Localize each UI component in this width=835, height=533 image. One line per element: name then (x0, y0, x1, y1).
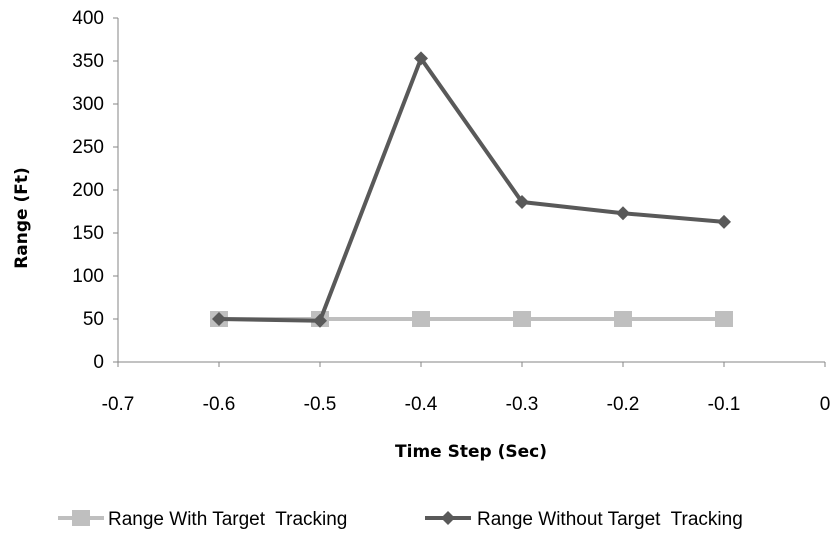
x-tick-label: 0 (820, 394, 831, 415)
x-tick-label: -0.3 (506, 394, 539, 415)
x-tick-label: -0.7 (102, 394, 135, 415)
x-tick-label: -0.6 (203, 394, 236, 415)
legend-item: Range With Target Tracking (58, 509, 347, 530)
x-axis-title: Time Step (Sec) (395, 442, 547, 462)
x-tick-label: -0.2 (607, 394, 640, 415)
data-point (412, 311, 430, 327)
series-line (218, 56, 725, 323)
y-tick-labels: 0 50 100 150 200 250 300 350 400 (72, 8, 118, 373)
y-tick-label: 350 (72, 51, 104, 72)
legend: Range With Target Tracking Range Without … (58, 509, 743, 530)
y-tick-label: 300 (72, 94, 104, 115)
series-group (210, 51, 733, 328)
x-tick-labels: -0.7 -0.6 -0.5 -0.4 -0.3 -0.2 -0.1 0 (102, 362, 831, 415)
series-without-tracking (212, 51, 731, 328)
y-tick-label: 200 (72, 180, 104, 201)
y-tick-label: 150 (72, 223, 104, 244)
x-tick-label: -0.5 (304, 394, 337, 415)
legend-label: Range Without Target Tracking (477, 509, 743, 530)
data-point (515, 195, 529, 210)
y-tick-label: 400 (72, 8, 104, 29)
y-axis-title: Range (Ft) (12, 167, 32, 269)
data-point (513, 311, 531, 327)
y-tick-label: 50 (83, 309, 104, 330)
legend-marker (441, 511, 455, 525)
y-tick-label: 100 (72, 266, 104, 287)
data-point (313, 313, 327, 328)
x-tick-label: -0.4 (405, 394, 438, 415)
y-tick-label: 250 (72, 137, 104, 158)
legend-marker (72, 510, 90, 526)
legend-label: Range With Target Tracking (108, 509, 347, 530)
data-point (614, 311, 632, 327)
data-point (616, 206, 630, 221)
y-tick-label: 0 (93, 352, 104, 373)
data-point (414, 51, 428, 66)
data-point (715, 311, 733, 327)
x-tick-label: -0.1 (708, 394, 741, 415)
legend-item: Range Without Target Tracking (425, 509, 743, 530)
axes (117, 18, 825, 363)
data-point (212, 312, 226, 326)
data-point (717, 214, 731, 229)
